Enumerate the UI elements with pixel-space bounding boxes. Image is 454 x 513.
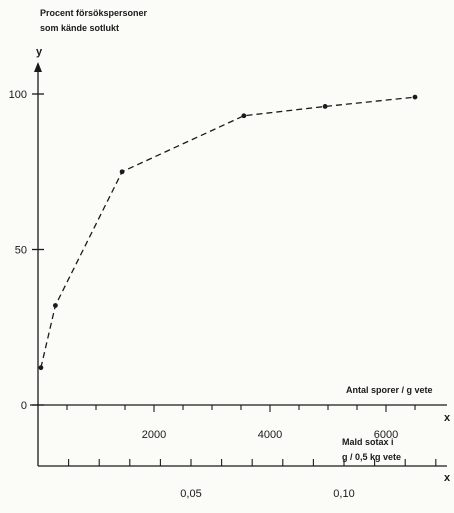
x-tick-label: 6000 [374, 429, 398, 441]
x-axis-letter: x [444, 412, 451, 424]
data-point [322, 104, 328, 109]
x2-axis-label-line2: g / 0,5 kg vete [342, 452, 401, 462]
x2-axis-letter: x [444, 472, 451, 484]
data-point [53, 303, 58, 308]
data-point [412, 94, 418, 100]
y-tick-label: 0 [21, 400, 27, 412]
series-line [40, 96, 416, 368]
data-point [119, 169, 125, 175]
x-axis-label: Antal sporer / g vete [346, 385, 433, 395]
data-point [38, 365, 44, 371]
y-axis-label-line2: som kände sotlukt [40, 23, 119, 33]
series-group [38, 94, 418, 371]
x-tick-label: 4000 [258, 429, 282, 441]
y-axis-letter: y [36, 46, 43, 58]
y-axis-arrow [34, 62, 42, 72]
x2-tick-label: 0,05 [180, 488, 201, 500]
x2-axis-label-line1: Mald sotax i [342, 437, 394, 447]
y-tick-label: 100 [9, 89, 27, 101]
y-axis-label-line1: Procent försökspersoner [40, 8, 148, 18]
x2-tick-label: 0,10 [333, 488, 354, 500]
data-point [241, 113, 247, 119]
tick-group: 0 50 100 2000 4000 6000 0,05 0,10 [9, 89, 437, 500]
x-tick-label: 2000 [142, 429, 166, 441]
y-tick-label: 50 [15, 245, 27, 257]
